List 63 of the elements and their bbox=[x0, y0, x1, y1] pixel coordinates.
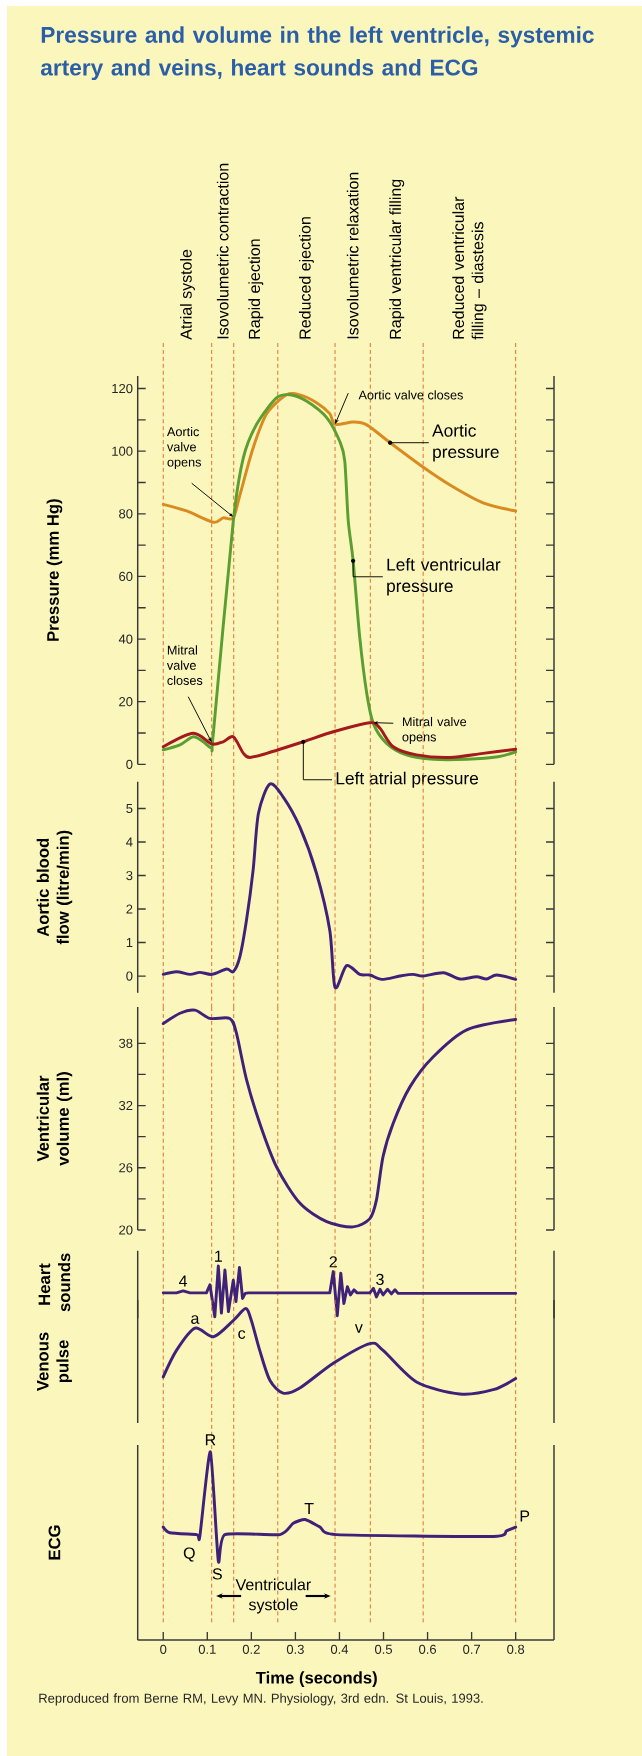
x-tick-label: 0.3 bbox=[286, 1644, 304, 1654]
y-tick-label: 40 bbox=[118, 634, 133, 644]
text: Rapid ventricular filling bbox=[389, 179, 405, 339]
y-tick-label: 5 bbox=[126, 803, 133, 814]
y-tick-label: 120 bbox=[112, 383, 133, 394]
y-tick-label: 60 bbox=[119, 571, 133, 582]
x-tick-label: 0.8 bbox=[507, 1644, 525, 1654]
y-tick-label: 0 bbox=[126, 971, 133, 981]
annotation: 2 bbox=[329, 1256, 337, 1268]
annotation: Aortic valve opens bbox=[166, 426, 201, 470]
annotation: Ventricular systole bbox=[235, 1578, 311, 1614]
x-tick-label: 0.4 bbox=[330, 1644, 349, 1654]
annotation: 4 bbox=[179, 1275, 188, 1287]
x-tick-label: 0.2 bbox=[242, 1644, 260, 1654]
y-tick-label: 3 bbox=[126, 870, 133, 881]
annotation: c bbox=[238, 1330, 246, 1339]
y-tick-label: 0 bbox=[126, 759, 133, 769]
text: Reduced ejection bbox=[298, 217, 314, 339]
annotation: 1 bbox=[215, 1250, 222, 1262]
y-tick-label: 26 bbox=[119, 1163, 133, 1173]
y-axis-title: ECG bbox=[48, 1525, 61, 1560]
y-tick-label: 20 bbox=[119, 697, 133, 707]
y-tick-label: 32 bbox=[119, 1100, 133, 1111]
text: Isovolumetric contraction bbox=[216, 163, 229, 339]
text: Rapid ejection bbox=[248, 239, 264, 339]
text: Isovolumetric relaxation bbox=[346, 172, 359, 339]
line-series bbox=[161, 1008, 518, 1229]
text: Atrial systole bbox=[180, 249, 195, 340]
y-axis-title: Heart sounds bbox=[38, 1253, 71, 1312]
x-tick-label: 0.7 bbox=[463, 1644, 481, 1654]
annotation: Aortic valve closes bbox=[358, 390, 463, 400]
x-axis-title: Time (seconds) bbox=[255, 1671, 377, 1687]
legend-label: Left ventricular pressure bbox=[387, 558, 501, 596]
y-axis-title: Venous pulse bbox=[36, 1332, 72, 1392]
series-label: Left atrial pressure bbox=[336, 771, 479, 788]
annotation: a bbox=[191, 1315, 200, 1324]
y-tick-label: 38 bbox=[119, 1038, 133, 1048]
y-tick-label: 2 bbox=[126, 904, 133, 914]
x-tick-label: 0.6 bbox=[419, 1644, 437, 1654]
x-tick-label: 0.1 bbox=[198, 1644, 216, 1654]
annotation: R bbox=[205, 1434, 216, 1446]
y-tick-label: 20 bbox=[119, 1225, 133, 1235]
annotation: Mitral valve closes bbox=[166, 645, 203, 685]
y-axis-title: Ventricular volume (ml) bbox=[36, 1072, 73, 1166]
annotation: Mitral valve opens bbox=[402, 716, 467, 744]
annotation: S bbox=[212, 1568, 222, 1580]
annotation: 3 bbox=[376, 1273, 384, 1286]
y-tick-label: 100 bbox=[112, 446, 133, 456]
x-tick-label: 0.5 bbox=[374, 1644, 393, 1654]
annotation: v bbox=[354, 1324, 363, 1333]
y-axis-title: Aortic blood flow (litre/min) bbox=[36, 830, 73, 945]
y-tick-label: 80 bbox=[119, 509, 133, 519]
text: Reduced ventricular filling – diastesis bbox=[452, 196, 487, 340]
y-tick-label: 4 bbox=[126, 837, 133, 847]
chart-title: Pressure and volume in the left ventricle, systemic artery and veins, heart sounds and ECG bbox=[40, 26, 594, 81]
y-tick-label: 1 bbox=[126, 938, 133, 948]
annotation: Q bbox=[183, 1547, 195, 1562]
x-tick-label: 0 bbox=[160, 1644, 167, 1654]
y-axis-title: Pressure (mm Hg) bbox=[46, 499, 63, 641]
legend-label: Aortic pressure bbox=[432, 423, 499, 462]
annotation: P bbox=[520, 1510, 530, 1522]
annotation: T bbox=[304, 1503, 314, 1515]
text: Reproduced from Berne RM, Levy MN. Physiology, 3rd edn. St Louis, 1993. bbox=[39, 1693, 483, 1706]
